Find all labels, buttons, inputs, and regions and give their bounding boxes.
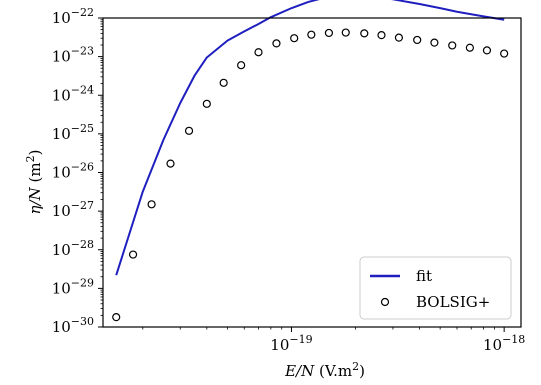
bolsig-marker (430, 38, 439, 47)
legend-frame (359, 256, 512, 320)
bolsig-marker (307, 30, 316, 39)
y-tick-label: 10−27 (52, 199, 94, 220)
bolsig-marker (465, 43, 474, 52)
y-tick-label: 10−30 (52, 315, 94, 336)
bolsig-marker (272, 39, 281, 48)
y-tick-label: 10−26 (52, 161, 94, 182)
bolsig-marker (128, 250, 138, 259)
bolsig-marker (377, 31, 386, 40)
bolsig-marker (202, 99, 211, 108)
x-axis-label: E/N (V.m2) (284, 360, 365, 380)
fit-line (115, 0, 505, 276)
fit-series (115, 0, 505, 276)
legend-bolsig-label: BOLSIG+ (416, 293, 490, 311)
legend: fit BOLSIG+ (359, 256, 512, 320)
bolsig-marker (112, 313, 121, 322)
y-tick-label: 10−23 (52, 45, 94, 66)
y-tick-label: 10−28 (52, 238, 94, 259)
bolsig-marker (290, 34, 299, 43)
y-axis-label: η/N (m2) (24, 150, 44, 215)
bolsig-marker (166, 159, 175, 168)
ticks: 10−30 10−29 10−28 10−27 10−26 10−25 10−24 10−23… (52, 6, 526, 354)
bolsig-marker (413, 35, 422, 45)
bolsig-marker (448, 41, 457, 50)
bolsig-marker (500, 49, 509, 58)
y-tick-label: 10−25 (52, 122, 94, 143)
bolsig-marker (254, 48, 263, 57)
bolsig-marker (360, 29, 369, 38)
bolsig-series (112, 28, 509, 322)
bolsig-marker (324, 28, 334, 38)
bolsig-marker (184, 126, 194, 135)
y-tick-label: 10−22 (52, 6, 94, 27)
bolsig-marker (394, 33, 404, 42)
y-tick-label: 10−29 (52, 276, 94, 297)
legend-fit-label: fit (416, 267, 432, 285)
bolsig-marker (147, 200, 156, 209)
bolsig-marker (482, 46, 492, 55)
bolsig-marker (219, 78, 228, 87)
x-tick-label: 10−19 (270, 333, 312, 354)
bolsig-marker (237, 61, 246, 70)
legend-bolsig-swatch (380, 297, 390, 307)
y-tick-label: 10−24 (52, 83, 94, 104)
bolsig-marker (341, 28, 350, 37)
x-tick-label: 10−18 (483, 333, 525, 354)
